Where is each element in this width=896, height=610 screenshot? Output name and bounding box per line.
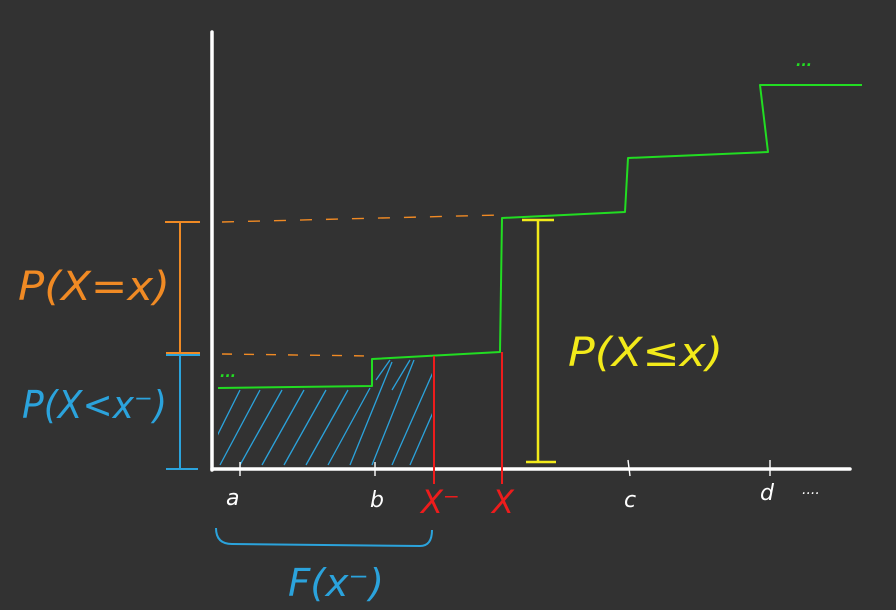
hatched-area-f-x-minus (218, 359, 432, 466)
bracket-p-less (166, 354, 200, 470)
tick-ellipsis: .... (802, 482, 820, 498)
tick-label-a: a (226, 486, 239, 511)
label-p-equal: P(X=x) (18, 264, 170, 310)
dots-left-label: ... (220, 365, 236, 381)
label-x: X (490, 483, 515, 521)
cdf-step-line (217, 84, 862, 389)
label-p-le: P(X≤x) (568, 330, 723, 376)
label-p-less: P(X<x⁻) (22, 383, 167, 427)
dashed-level-x-minus (221, 353, 373, 357)
label-x-minus: X⁻ (419, 483, 460, 521)
dots-right-label: ... (796, 54, 812, 70)
tick-label-d: d (760, 481, 775, 506)
dashed-level-x (221, 214, 501, 223)
tick-label-c: c (624, 488, 636, 513)
tick-mark-c (627, 459, 631, 477)
tick-label-b: b (370, 488, 384, 513)
bracket-p-le (522, 218, 556, 464)
label-f-x-minus: F(x⁻) (288, 561, 384, 605)
bracket-p-equal (165, 221, 200, 354)
brace-f-x-minus (215, 527, 433, 548)
